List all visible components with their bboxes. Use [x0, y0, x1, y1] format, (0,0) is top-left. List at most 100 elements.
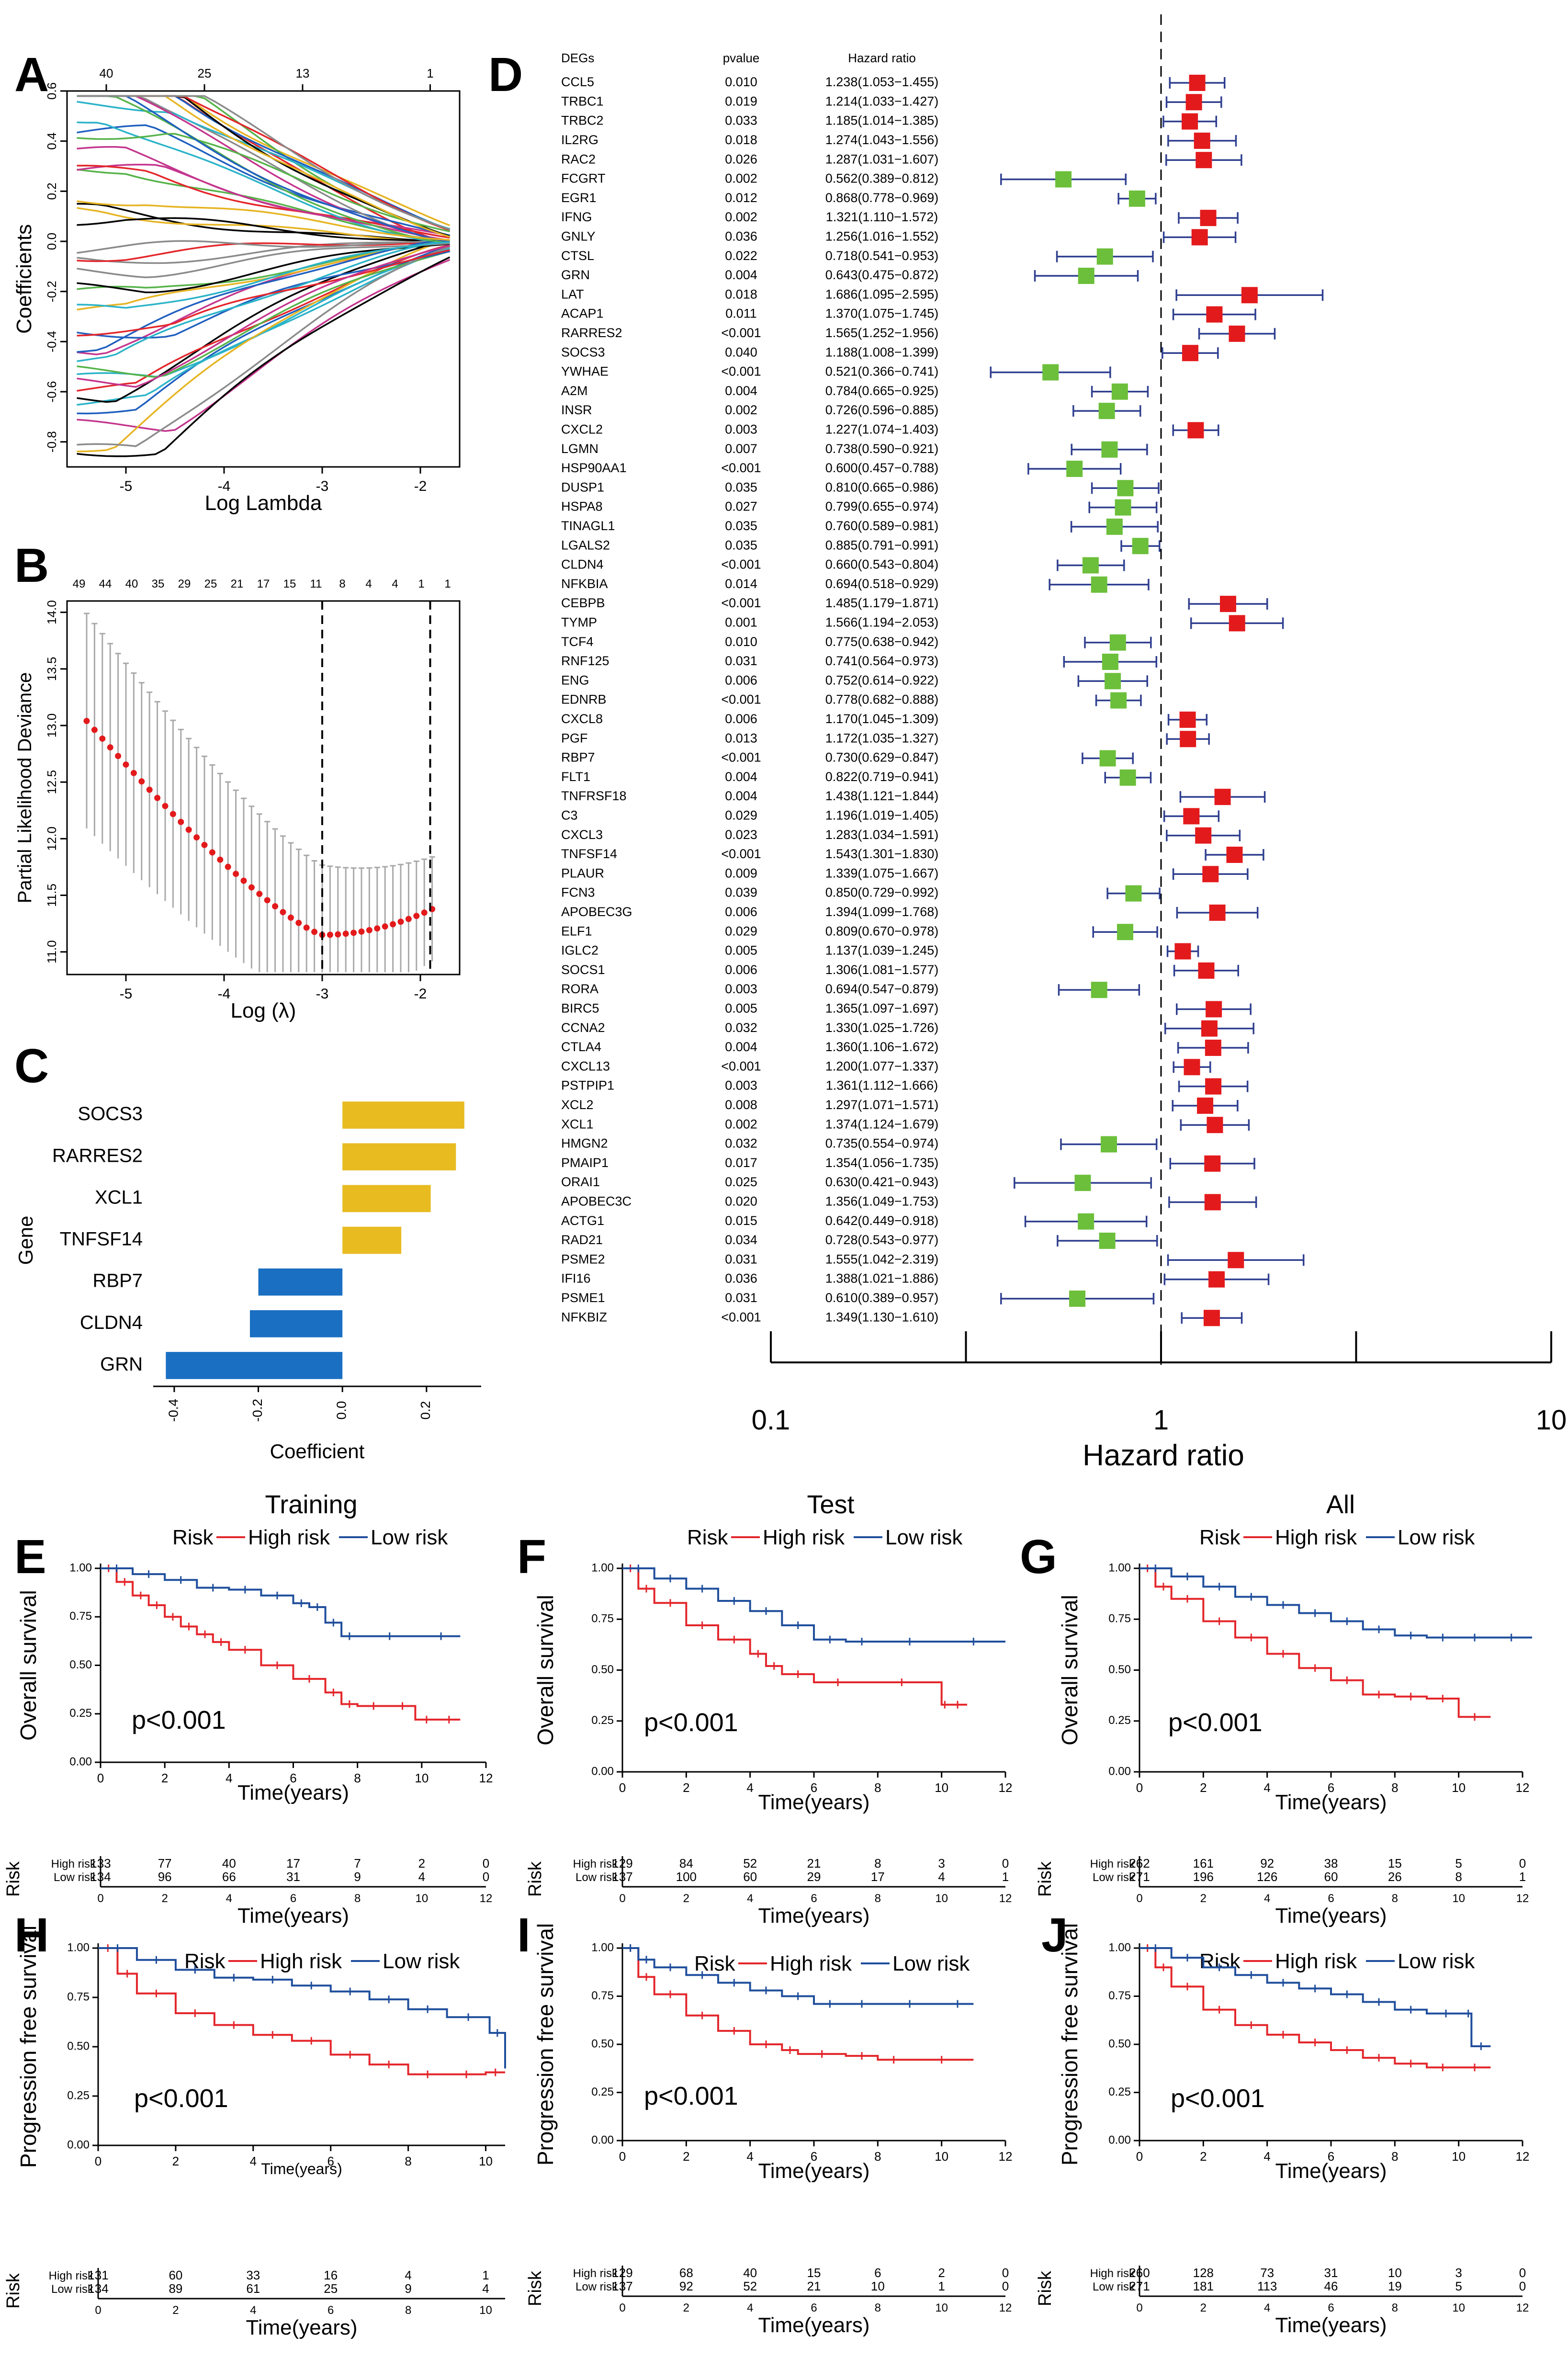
panel-b-toptick-label: 44	[99, 578, 112, 590]
panel-i-xlabel: Time(years)	[758, 2159, 869, 2183]
panel-f-xtick-label: 10	[935, 1780, 948, 1795]
panel-h-table-low-count: 89	[169, 2281, 182, 2296]
panel-d-hr-text: 1.354(1.056−1.735)	[825, 1156, 938, 1170]
panel-d-pvalue: 0.004	[725, 268, 757, 282]
panel-d-hr-marker	[1229, 615, 1245, 632]
panel-g-table-low-count: 126	[1257, 1870, 1277, 1884]
panel-c-gene-label: RBP7	[93, 1270, 143, 1292]
panel-e-ylabel: Overall survival	[16, 1590, 41, 1740]
panel-a-ytick-label: 0.4	[45, 133, 59, 150]
panel-f-table-low-count: 137	[612, 1870, 632, 1884]
panel-a-xtick-label: -3	[316, 478, 329, 494]
panel-i-table-xtick-label: 8	[875, 2301, 881, 2314]
panel-h-curve-low	[98, 1947, 506, 2069]
panel-d-gene-rarres2: RARRES2	[561, 326, 622, 340]
panel-g-xtick-label: 10	[1452, 1780, 1466, 1795]
panel-i-table-high-count: 6	[874, 2266, 881, 2280]
panel-j-ytick-label: 0.25	[1108, 2086, 1131, 2098]
panel-d-hr-text: 0.642(0.449−0.918)	[825, 1213, 938, 1228]
panel-f-table-low-count: 1	[1002, 1870, 1009, 1884]
panel-label-a: A	[14, 48, 49, 102]
panel-d-pvalue: <0.001	[721, 847, 761, 861]
panel-j-table-low-count: 19	[1388, 2279, 1402, 2293]
panel-d-pvalue: 0.002	[725, 171, 757, 186]
panel-d-hr-text: 0.850(0.729−0.992)	[825, 885, 938, 900]
panel-d-pvalue: 0.031	[725, 1252, 757, 1266]
panel-i-xtick-label: 4	[746, 2149, 753, 2164]
panel-d-hr-text: 0.694(0.547−0.879)	[825, 982, 938, 996]
panel-h-xlabel: Time(years)	[261, 2160, 342, 2177]
panel-a-path	[77, 240, 450, 254]
panel-d-hr-text: 0.630(0.421−0.943)	[825, 1175, 938, 1189]
panel-e-xlabel: Time(years)	[237, 1781, 349, 1804]
panel-e-table-xtick-label: 6	[290, 1892, 296, 1905]
panel-c-xlabel: Coefficient	[270, 1440, 365, 1462]
panel-j-xtick-label: 4	[1263, 2149, 1270, 2164]
panel-d-header-genes: DEGs	[561, 51, 594, 65]
panel-b-ytick-label: 14.0	[45, 600, 59, 624]
panel-j-legend-low: Low risk	[1398, 1950, 1475, 1973]
panel-a-path	[77, 207, 450, 242]
panel-a-path	[77, 217, 450, 242]
panel-h-table-low-count: 61	[246, 2281, 260, 2296]
panel-e-table-xtick-label: 8	[354, 1892, 361, 1905]
panel-d-hr-marker	[1042, 364, 1059, 381]
panel-i-table-xtick-label: 4	[747, 2301, 753, 2314]
panel-d-pvalue: 0.004	[725, 789, 757, 803]
panel-d-hr-marker	[1183, 808, 1200, 825]
panel-d-gene-rora: RORA	[561, 982, 598, 996]
panel-d-gene-ywhae: YWHAE	[561, 364, 609, 379]
panel-a-path	[77, 240, 450, 262]
panel-d-hr-marker	[1194, 132, 1210, 149]
panel-d-gene-a2m: A2M	[561, 384, 588, 398]
panel-d-hr-text: 1.360(1.106−1.672)	[825, 1040, 938, 1054]
panel-g-legend-low: Low risk	[1398, 1526, 1475, 1549]
panel-f-table-xtick-label: 8	[875, 1892, 881, 1905]
panel-i-table-high-count: 0	[1002, 2266, 1009, 2280]
panel-b-point	[154, 794, 161, 801]
panel-b-toptick-label: 17	[257, 578, 270, 590]
panel-d-hr-text: 0.809(0.670−0.978)	[825, 924, 938, 938]
panel-d-pvalue: 0.004	[725, 1040, 757, 1054]
panel-g-xtick-label: 0	[1136, 1780, 1143, 1795]
panel-d-pvalue: <0.001	[721, 692, 761, 707]
panel-b-xtick-label: -4	[218, 986, 231, 1002]
panel-b-point	[272, 903, 279, 910]
panel-d-gene-birc5: BIRC5	[561, 1001, 599, 1016]
panel-d-hr-text: 0.775(0.638−0.942)	[825, 635, 938, 649]
panel-d-hr-marker	[1189, 75, 1206, 91]
panel-a-path	[77, 249, 450, 378]
panel-b-toptick-label: 49	[73, 578, 86, 590]
panel-h-ytick-label: 0.25	[67, 2089, 90, 2102]
panel-d-hr-marker	[1082, 557, 1099, 574]
panel-d-hr-marker	[1074, 1175, 1091, 1191]
panel-c-gene-label: XCL1	[95, 1187, 143, 1208]
panel-c-ylabel: Gene	[14, 1216, 37, 1265]
panel-e-table-high-count: 77	[158, 1856, 172, 1871]
panel-f-table-xtick-label: 0	[619, 1892, 625, 1905]
panel-d-gene-actg1: ACTG1	[561, 1213, 604, 1228]
panel-d-pvalue: <0.001	[721, 596, 761, 610]
panel-e-table-low-label: Low risk	[54, 1871, 96, 1884]
panel-d-hr-text: 1.188(1.008−1.399)	[825, 345, 938, 359]
panel-g-table-high-count: 262	[1129, 1856, 1150, 1871]
panel-j-ylabel: Progression free survival	[1057, 1923, 1082, 2165]
panel-d-hr-text: 1.374(1.124−1.679)	[825, 1117, 938, 1131]
panel-j-xtick-label: 2	[1200, 2149, 1207, 2164]
panel-d-hr-text: 1.256(1.016−1.552)	[825, 229, 938, 244]
panel-e-ytick-label: 1.00	[69, 1561, 92, 1574]
panel-d-gene-pmaip1: PMAIP1	[561, 1156, 609, 1170]
panel-d-hr-marker	[1179, 711, 1196, 728]
panel-b-point	[217, 856, 224, 863]
panel-d-gene-socs1: SOCS1	[561, 963, 605, 977]
panel-d-hr-text: 1.238(1.053−1.455)	[825, 75, 938, 89]
panel-d-gene-tcf4: TCF4	[561, 635, 594, 649]
panel-g-legend-title: Risk	[1199, 1526, 1241, 1549]
panel-i-table-low-label: Low risk	[575, 2280, 618, 2293]
panel-d-hr-marker	[1106, 518, 1123, 535]
panel-j-ytick-label: 0.50	[1108, 2037, 1131, 2050]
panel-h-ytick-label: 0.00	[67, 2138, 90, 2151]
panel-c-bar-grn	[166, 1352, 343, 1379]
panel-b-point	[146, 786, 153, 793]
